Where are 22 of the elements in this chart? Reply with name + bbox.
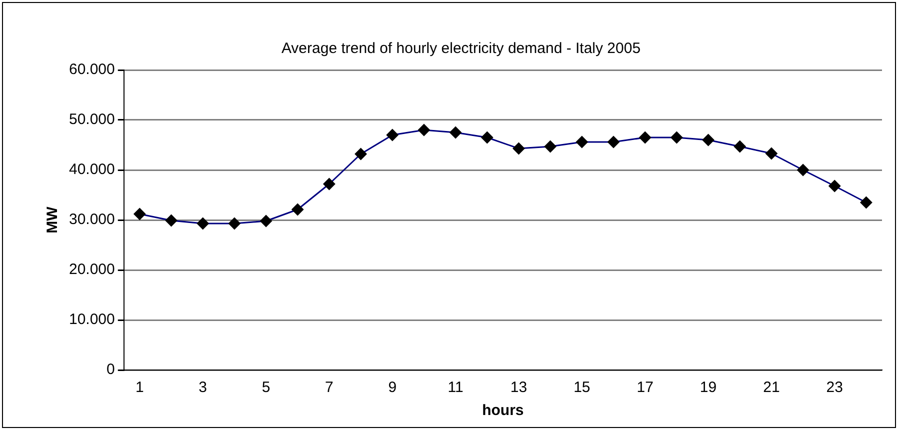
- x-tick-label: 15: [574, 379, 590, 396]
- y-tick-label: 30.000: [68, 211, 115, 228]
- x-tick-label: 5: [262, 379, 270, 396]
- y-tick-label: 60.000: [68, 61, 115, 78]
- x-axis-title: hours: [482, 402, 524, 420]
- x-tick-label: 13: [510, 379, 528, 396]
- x-tick-label: 9: [388, 379, 397, 396]
- x-tick-label: 1: [136, 379, 144, 396]
- y-tick-label: 20.000: [68, 261, 115, 278]
- x-tick-label: 17: [636, 379, 654, 396]
- x-tick-label: 3: [198, 379, 208, 396]
- chart-title: Average trend of hourly electricity demand - Italy 2005: [281, 40, 641, 58]
- y-tick-label: 10.000: [68, 311, 115, 328]
- x-tick-label: 21: [763, 379, 780, 396]
- x-tick-label: 7: [325, 379, 334, 396]
- x-tick-label: 23: [826, 379, 843, 396]
- y-axis-title: MW: [44, 206, 62, 234]
- x-tick-label: 11: [448, 379, 464, 396]
- y-tick-label: 50.000: [68, 111, 115, 128]
- x-tick-label: 19: [700, 379, 717, 396]
- y-tick-label: 0: [106, 361, 115, 378]
- y-tick-label: 40.000: [68, 161, 115, 178]
